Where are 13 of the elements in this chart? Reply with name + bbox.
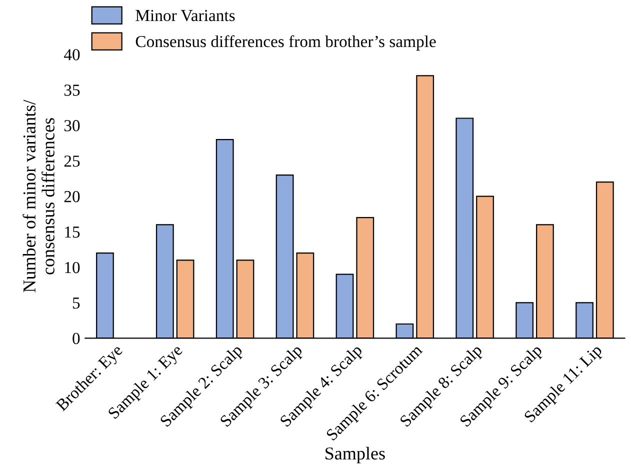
y-tick-label: 0 <box>72 332 80 344</box>
x-axis-title: Samples <box>326 446 385 464</box>
y-tick-label: 35 <box>64 84 80 96</box>
y-tick-label: 10 <box>65 262 80 274</box>
legend-label: Minor Variants <box>136 10 235 22</box>
y-tick-label: 30 <box>64 120 80 132</box>
y-tick-label: 5 <box>72 298 80 309</box>
legend-label: Consensus differences from brother’s sample <box>136 35 436 51</box>
y-tick-label: 20 <box>64 190 80 202</box>
y-axis-title: Number of minor variants/ consensus differences <box>22 100 54 292</box>
y-tick-label: 40 <box>64 49 80 60</box>
y-tick-label: 25 <box>64 156 80 167</box>
y-tick-label: 15 <box>65 226 80 238</box>
